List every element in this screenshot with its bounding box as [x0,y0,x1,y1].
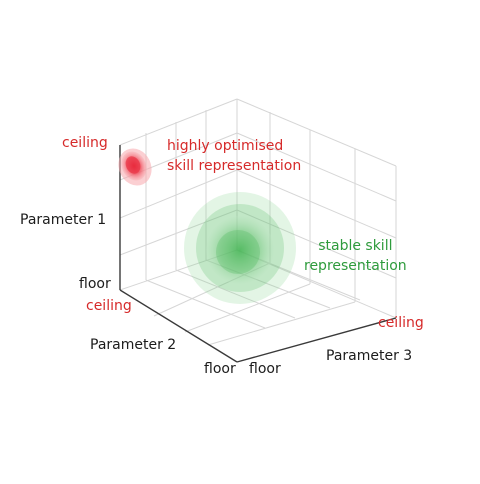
param3-floor-label: floor [249,361,281,377]
stable-line-2: representation [304,258,407,274]
optimised-skill-region [118,148,152,186]
param2-ceiling-label: ceiling [86,298,132,314]
param3-axis-title: Parameter 3 [326,348,413,364]
optimised-line-2: skill representation [167,158,302,174]
param2-axis-title: Parameter 2 [90,337,177,353]
param2-floor-label: floor [204,361,236,377]
optimised-region-annotation: highly optimised skill representation [167,136,301,176]
stable-region-annotation: stable skill representation [304,236,407,276]
optimised-line-1: highly optimised [167,138,284,154]
stable-skill-region [184,192,296,304]
param1-floor-label: floor [79,276,111,292]
axis-param3 [236,317,397,363]
stable-line-1: stable skill [318,238,393,254]
axis-param2 [119,289,238,363]
param1-axis-title: Parameter 1 [20,212,107,228]
grid-wall-right [236,98,397,319]
param3-ceiling-label: ceiling [378,315,424,331]
param1-ceiling-label: ceiling [62,135,108,151]
